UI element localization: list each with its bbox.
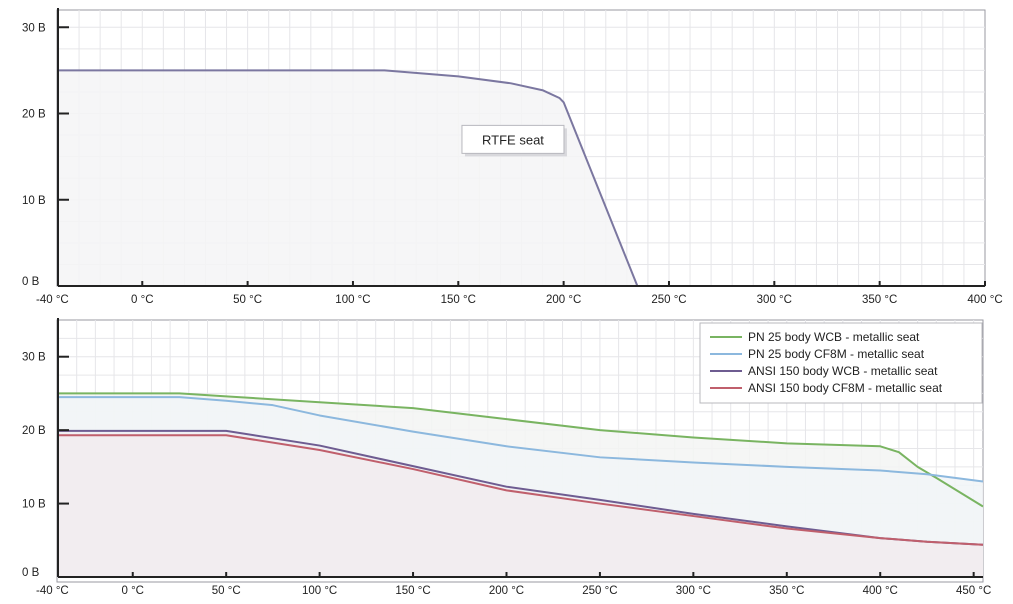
x-tick-label: 350 °C bbox=[769, 585, 804, 597]
x-tick-label: 350 °C bbox=[862, 294, 897, 306]
annotations: RTFE seat bbox=[461, 124, 567, 157]
legend-item: PN 25 body WCB - metallic seat bbox=[710, 330, 920, 344]
series-0 bbox=[57, 392, 984, 508]
x-tick-label: -40 °C bbox=[36, 294, 69, 306]
x-tick-label: 50 °C bbox=[212, 585, 241, 597]
y-tick-label: 0 B bbox=[22, 567, 40, 579]
y-tick-label: 20 B bbox=[22, 425, 46, 437]
x-tick-label: 300 °C bbox=[757, 294, 792, 306]
y-tick-label: 0 B bbox=[22, 276, 40, 288]
legend-label: PN 25 body WCB - metallic seat bbox=[748, 330, 920, 344]
y-ticks: 0 B 10 B 20 B 30 B bbox=[22, 352, 69, 579]
x-tick-label: 0 °C bbox=[121, 585, 144, 597]
rtfe-seat-chart: -40 °C 0 °C 50 °C 100 °C 150 °C 200 °C 250 °C 3… bbox=[22, 8, 1003, 306]
series-line-0 bbox=[58, 392, 984, 508]
x-tick-label: 100 °C bbox=[302, 585, 337, 597]
annotation-callout: RTFE seat bbox=[461, 124, 567, 157]
legend-item: ANSI 150 body CF8M - metallic seat bbox=[710, 381, 943, 395]
y-tick-label: 30 B bbox=[22, 22, 46, 34]
x-tick-label: -40 °C bbox=[36, 585, 69, 597]
x-tick-label: 400 °C bbox=[863, 585, 898, 597]
legend-item: ANSI 150 body WCB - metallic seat bbox=[710, 364, 938, 378]
bottom-chart-panel: -40 °C 0 °C 50 °C 100 °C 150 °C 200 °C 250 °C 3… bbox=[0, 318, 1013, 604]
x-ticks: -40 °C 0 °C 50 °C 100 °C 150 °C 200 °C 250 °C 3… bbox=[36, 572, 991, 597]
series-area-0 bbox=[58, 70, 638, 286]
x-tick-label: 150 °C bbox=[395, 585, 430, 597]
x-tick-label: 450 °C bbox=[956, 585, 991, 597]
y-ticks: 0 B 10 B 20 B 30 B bbox=[22, 22, 69, 288]
x-tick-label: 50 °C bbox=[233, 294, 262, 306]
axes bbox=[57, 8, 985, 287]
y-tick-label: 20 B bbox=[22, 109, 46, 121]
y-tick-label: 30 B bbox=[22, 352, 46, 364]
x-tick-label: 150 °C bbox=[441, 294, 476, 306]
annotation-box bbox=[461, 124, 565, 154]
x-tick-label: 250 °C bbox=[582, 585, 617, 597]
x-ticks: -40 °C 0 °C 50 °C 100 °C 150 °C 200 °C 250 °C 3… bbox=[36, 281, 1003, 306]
series-area-3 bbox=[58, 435, 983, 577]
metallic-seat-chart: -40 °C 0 °C 50 °C 100 °C 150 °C 200 °C 250 °C 3… bbox=[22, 318, 991, 597]
x-tick-label: 400 °C bbox=[967, 294, 1002, 306]
legend-label: ANSI 150 body WCB - metallic seat bbox=[748, 364, 938, 378]
legend-label: PN 25 body CF8M - metallic seat bbox=[748, 347, 925, 361]
axes bbox=[57, 318, 983, 578]
legend-box bbox=[699, 322, 983, 404]
x-tick-label: 0 °C bbox=[131, 294, 154, 306]
series-areas bbox=[58, 70, 638, 286]
top-chart-panel: -40 °C 0 °C 50 °C 100 °C 150 °C 200 °C 250 °C 3… bbox=[22, 8, 1003, 306]
annotation-label: RTFE seat bbox=[482, 132, 544, 147]
x-tick-label: 200 °C bbox=[489, 585, 524, 597]
x-tick-label: 300 °C bbox=[676, 585, 711, 597]
series-areas bbox=[58, 393, 983, 577]
x-tick-label: 200 °C bbox=[546, 294, 581, 306]
series-lines bbox=[57, 392, 984, 546]
x-tick-label: 100 °C bbox=[335, 294, 370, 306]
y-tick-label: 10 B bbox=[22, 499, 46, 511]
x-tick-label: 250 °C bbox=[651, 294, 686, 306]
series-line-0 bbox=[58, 69, 639, 287]
legend-item: PN 25 body CF8M - metallic seat bbox=[710, 347, 925, 361]
legend: PN 25 body WCB - metallic seat PN 25 body… bbox=[699, 322, 983, 404]
legend-label: ANSI 150 body CF8M - metallic seat bbox=[748, 381, 943, 395]
y-tick-label: 10 B bbox=[22, 195, 46, 207]
series-3 bbox=[57, 434, 984, 546]
